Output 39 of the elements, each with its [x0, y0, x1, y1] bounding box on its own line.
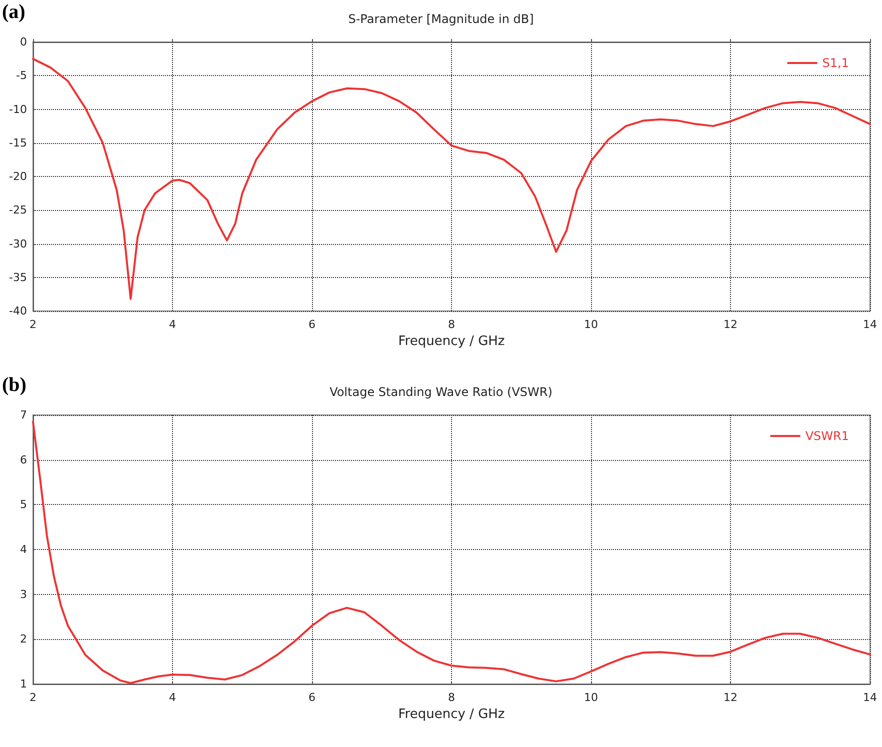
- x-tick-label: 12: [724, 691, 738, 704]
- y-tick-label: -20: [9, 170, 27, 183]
- y-tick-label: 2: [20, 632, 27, 646]
- x-tick-label: 8: [448, 691, 455, 704]
- x-tick-label: 4: [169, 691, 176, 704]
- x-tick-label: 4: [169, 318, 176, 331]
- y-tick-label: -30: [9, 237, 27, 250]
- x-tick-label: 10: [584, 691, 598, 704]
- y-tick-label: 0: [20, 36, 27, 48]
- x-axis-title: Frequency / GHz: [398, 707, 505, 722]
- y-tick-label: -10: [9, 102, 27, 116]
- y-tick-label: 4: [20, 543, 27, 556]
- x-tick-label: 2: [30, 691, 36, 704]
- y-tick-label: -5: [16, 69, 27, 82]
- x-tick-label: 12: [724, 318, 738, 331]
- x-tick-label: 6: [308, 318, 316, 331]
- y-tick-label: 7: [20, 408, 27, 422]
- x-axis-title: Frequency / GHz: [398, 334, 505, 349]
- x-tick-label: 14: [863, 691, 877, 704]
- y-tick-label: -35: [9, 270, 27, 284]
- legend-label: VSWR1: [805, 429, 850, 443]
- line-series: [32, 58, 871, 300]
- chart-title: S-Parameter [Magnitude in dB]: [348, 12, 534, 26]
- y-tick-label: 5: [20, 498, 27, 512]
- x-tick-label: 10: [584, 318, 598, 331]
- y-tick-label: 3: [20, 588, 27, 601]
- text: (a): [2, 1, 26, 23]
- text: (b): [2, 374, 26, 396]
- y-tick-label: -40: [9, 304, 27, 318]
- y-tick-label: 1: [20, 678, 27, 690]
- x-tick-label: 14: [863, 318, 877, 331]
- legend-label: S1,1: [822, 56, 849, 70]
- y-tick-label: -25: [9, 204, 27, 217]
- x-tick-label: 8: [448, 318, 455, 331]
- x-tick-label: 2: [30, 318, 36, 331]
- chart-title: Voltage Standing Wave Ratio (VSWR): [330, 385, 552, 399]
- x-tick-label: 6: [308, 691, 316, 704]
- y-tick-label: 6: [20, 453, 27, 466]
- y-tick-label: -15: [9, 136, 27, 150]
